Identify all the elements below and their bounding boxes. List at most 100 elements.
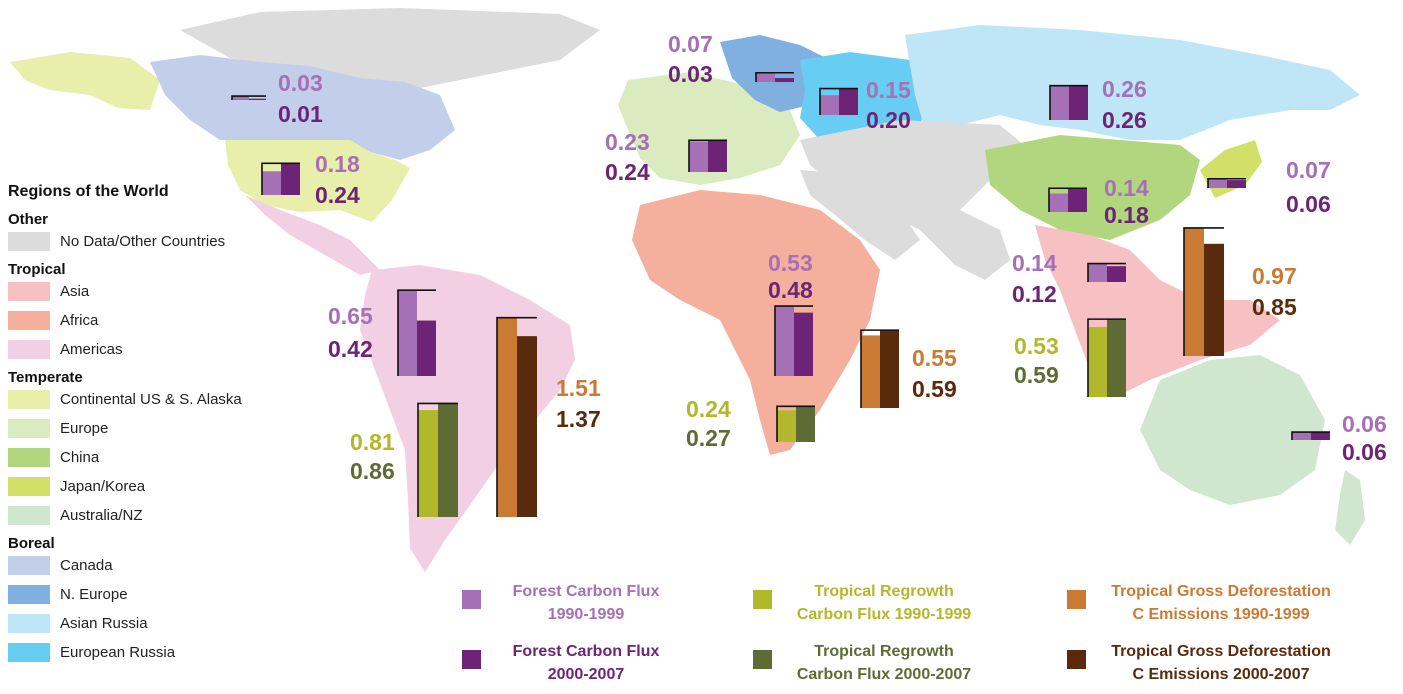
bar-15-period1 <box>497 317 517 517</box>
value-label-8-period2: 0.12 <box>1012 281 1057 307</box>
bar-13-period2 <box>796 406 815 442</box>
region-alaska <box>10 52 160 110</box>
bar-4-frame <box>819 87 858 115</box>
legend-swatch-3-3 <box>8 643 50 662</box>
legend-heading-3: Boreal <box>8 535 55 552</box>
bar-groups: 0.03 0.01 0.18 0.24 0.23 0.24 0.07 0.03 0.15 0.20… <box>231 31 1387 517</box>
legend-label-1-1: Africa <box>60 312 99 329</box>
bar-group-8: 0.14 0.12 <box>1012 250 1126 307</box>
region-greenland <box>180 8 600 92</box>
value-label-2-period2: 0.24 <box>605 159 650 185</box>
bar-3-frame <box>755 71 794 82</box>
value-label-5-period2: 0.26 <box>1102 107 1147 133</box>
bar-group-7: 0.07 0.06 <box>1207 157 1331 217</box>
key-swatch-4 <box>1067 590 1086 609</box>
value-label-16-period2: 0.59 <box>912 376 957 402</box>
bar-10-frame <box>397 289 436 376</box>
bar-8-period1 <box>1088 263 1107 282</box>
value-label-15-period2: 1.37 <box>556 406 601 432</box>
bar-8-frame <box>1087 262 1126 282</box>
key-label-2-line2: Carbon Flux 1990-1999 <box>797 606 971 623</box>
bar-17-period2 <box>1204 243 1224 356</box>
bar-9-period2 <box>794 312 813 376</box>
legend-swatch-3-0 <box>8 556 50 575</box>
legend-swatch-2-1 <box>8 419 50 438</box>
bar-15-frame <box>496 316 537 517</box>
value-label-8-period1: 0.14 <box>1012 250 1057 276</box>
region-europe <box>618 72 800 185</box>
region-japan-korea <box>1200 140 1262 198</box>
bar-group-3: 0.07 0.03 <box>668 31 794 87</box>
bar-16-period1 <box>861 335 880 408</box>
legend-swatch-3-2 <box>8 614 50 633</box>
value-label-5-period1: 0.26 <box>1102 76 1147 102</box>
bar-group-2: 0.23 0.24 <box>605 129 727 185</box>
value-label-12-period1: 0.81 <box>350 429 395 455</box>
bar-group-13: 0.24 0.27 <box>686 396 815 451</box>
region-south-america <box>360 265 575 572</box>
key-label-2-line1: Tropical Regrowth <box>814 583 954 600</box>
key-swatch-0 <box>462 590 481 609</box>
legend-swatch-1-0 <box>8 282 50 301</box>
bar-11-period1 <box>1292 432 1311 440</box>
bar-5-period1 <box>1050 85 1069 120</box>
legend-title: Regions of the World <box>8 183 169 200</box>
legend-label-1-0: Asia <box>60 283 90 300</box>
bar-group-9: 0.530.48 <box>768 250 813 376</box>
bar-17-period1 <box>1184 227 1204 356</box>
bar-14-frame <box>1087 318 1126 397</box>
key-label-3-line2: Carbon Flux 2000-2007 <box>797 666 971 683</box>
region-us <box>225 140 410 222</box>
value-label-9-period1: 0.53 <box>768 250 813 276</box>
bar-2-period2 <box>708 140 727 172</box>
region-shapes <box>10 8 1365 572</box>
legend-label-2-1: Europe <box>60 420 108 437</box>
bar-6-period2 <box>1068 188 1087 212</box>
bar-group-0: 0.03 0.01 <box>231 70 323 127</box>
legend-swatch-2-0 <box>8 390 50 409</box>
legend-swatch-2-2 <box>8 448 50 467</box>
legend-label-0-0: No Data/Other Countries <box>60 233 225 250</box>
bar-3-period2 <box>775 78 794 82</box>
bar-group-14: 0.53 0.59 <box>1014 318 1126 397</box>
key-swatch-1 <box>462 650 481 669</box>
value-label-14-period1: 0.53 <box>1014 333 1059 359</box>
bar-group-16: 0.55 0.59 <box>860 329 957 408</box>
region-africa <box>632 190 880 455</box>
region-australia <box>1140 355 1325 505</box>
legend-label-3-0: Canada <box>60 557 113 574</box>
legend-label-3-2: Asian Russia <box>60 615 148 632</box>
value-label-2-period1: 0.23 <box>605 129 650 155</box>
bar-group-17: 0.97 0.85 <box>1183 227 1297 356</box>
bar-10-period2 <box>417 320 436 376</box>
legend-swatch-0-0 <box>8 232 50 251</box>
bar-7-period2 <box>1227 180 1246 188</box>
bar-1-period2 <box>281 163 300 195</box>
legend-swatch-3-1 <box>8 585 50 604</box>
value-label-15-period1: 1.51 <box>556 375 601 401</box>
value-label-4-period1: 0.15 <box>866 77 911 103</box>
bar-2-period1 <box>689 141 708 172</box>
bar-17-frame <box>1183 227 1224 356</box>
legend-heading-2: Temperate <box>8 369 83 386</box>
region-nz <box>1335 470 1365 545</box>
bar-1-frame <box>261 162 300 195</box>
value-label-3-period1: 0.07 <box>668 31 713 57</box>
key-label-0-line2: 1990-1999 <box>548 606 625 623</box>
bar-7-period1 <box>1208 178 1227 188</box>
bar-3-period1 <box>756 72 775 82</box>
key-label-0-line1: Forest Carbon Flux <box>513 583 660 600</box>
region-asian-russia <box>905 25 1360 140</box>
bar-5-period2 <box>1069 85 1088 120</box>
value-label-17-period1: 0.97 <box>1252 263 1297 289</box>
bar-12-frame <box>417 402 458 517</box>
legend-swatch-1-2 <box>8 340 50 359</box>
key-label-1-line1: Forest Carbon Flux <box>513 643 660 660</box>
legend-swatch-2-3 <box>8 477 50 496</box>
bar-0-frame <box>231 95 266 100</box>
value-label-0-period2: 0.01 <box>278 101 323 127</box>
bar-group-1: 0.18 0.24 <box>261 151 360 208</box>
key-label-5-line2: C Emissions 2000-2007 <box>1133 666 1310 683</box>
value-label-11-period1: 0.06 <box>1342 411 1387 437</box>
legend-label-3-1: N. Europe <box>60 586 128 603</box>
